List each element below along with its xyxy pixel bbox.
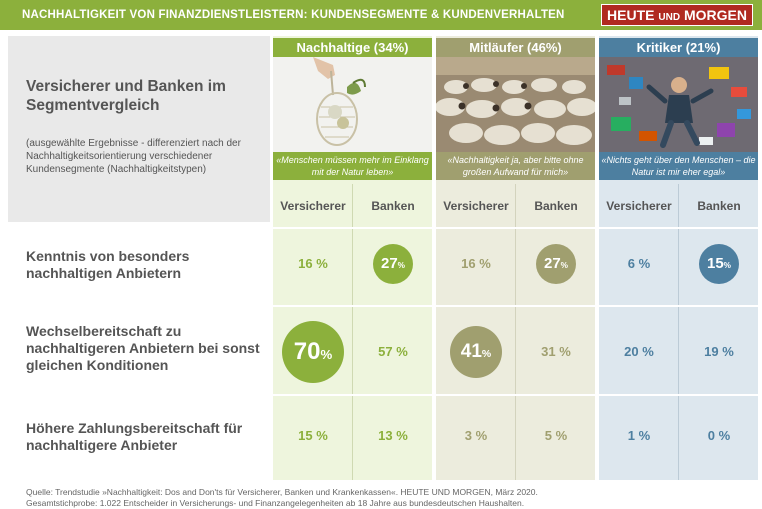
brand-word-und: UND — [658, 12, 681, 23]
brand-word-heute: HEUTE — [607, 7, 655, 23]
highlight-value-bubble: 15% — [699, 244, 739, 284]
value-label: 6 % — [627, 256, 651, 271]
value-unit: % — [320, 347, 333, 362]
column-divider — [678, 184, 679, 480]
segment-quote-mitlaeufer: «Nachhaltigkeit ja, aber bitte ohne groß… — [436, 152, 595, 180]
value-label: 1 % — [627, 428, 651, 443]
value-label: 57 % — [378, 344, 408, 359]
value-label: 31 % — [541, 344, 571, 359]
row-label-kenntnis: Kenntnis von besonders nachhaltigen Anbi… — [26, 248, 190, 281]
value-label: 13 % — [378, 428, 408, 443]
row-separator — [8, 394, 758, 396]
subcolumn-header-versicherer: Versicherer — [443, 199, 509, 213]
page-title: NACHHALTIGKEIT VON FINANZDIENSTLEISTERN:… — [22, 9, 565, 21]
value-number: 27 — [543, 255, 561, 272]
value-number: 27 — [380, 255, 398, 272]
waste-pile-photo — [599, 57, 758, 152]
row-label-zahlungsbereitschaft: Höhere Zahlungsbereitschaft für nachhalt… — [26, 420, 243, 453]
column-divider — [515, 184, 516, 480]
brand-logo: HEUTE UND MORGEN — [601, 4, 753, 26]
segment-header-nachhaltige: Nachhaltige (34%) — [273, 38, 432, 57]
value-label: 3 % — [464, 428, 488, 443]
subcolumn-header-banken: Banken — [534, 199, 578, 213]
value-label: 20 % — [624, 344, 654, 359]
value-unit: % — [560, 261, 569, 270]
segment-quote-kritiker: «Nichts geht über den Menschen – die Nat… — [599, 152, 758, 180]
value-unit: % — [397, 261, 406, 270]
brand-word-morgen: MORGEN — [683, 7, 747, 23]
row-label-wechselbereitschaft: Wechselbereitschaft zu nachhaltigeren An… — [26, 323, 260, 373]
value-label: 0 % — [707, 428, 731, 443]
mesh-bag-photo — [273, 57, 432, 152]
source-line: Quelle: Trendstudie »Nachhaltigkeit: Dos… — [26, 487, 538, 497]
value-number: 70 — [293, 338, 321, 365]
value-label: 15 % — [298, 428, 328, 443]
segment-quote-nachhaltige: «Menschen müssen mehr im Einklang mit de… — [273, 152, 432, 180]
highlight-value-bubble: 70% — [282, 321, 344, 383]
highlight-value-bubble: 27% — [536, 244, 576, 284]
highlight-value-bubble: 27% — [373, 244, 413, 284]
segment-header-mitlaeufer: Mitläufer (46%) — [436, 38, 595, 57]
row-separator — [8, 305, 758, 307]
intro-panel — [8, 36, 270, 222]
row-separator — [8, 227, 758, 229]
sheep-herd-photo — [436, 57, 595, 152]
subcolumn-header-versicherer: Versicherer — [606, 199, 672, 213]
value-label: 5 % — [544, 428, 568, 443]
value-label: 16 % — [298, 256, 328, 271]
segment-header-kritiker: Kritiker (21%) — [599, 38, 758, 57]
value-number: 41 — [460, 341, 482, 362]
subcolumn-header-banken: Banken — [697, 199, 741, 213]
highlight-value-bubble: 41% — [450, 326, 502, 378]
subcolumn-header-banken: Banken — [371, 199, 415, 213]
source-note: Quelle: Trendstudie »Nachhaltigkeit: Dos… — [26, 487, 746, 509]
intro-subheading: (ausgewählte Ergebnisse - differenziert … — [26, 138, 241, 175]
sample-line: Gesamtstichprobe: 1.022 Entscheider in V… — [26, 498, 525, 508]
column-divider — [352, 184, 353, 480]
value-unit: % — [723, 261, 732, 270]
subcolumn-header-versicherer: Versicherer — [280, 199, 346, 213]
value-label: 19 % — [704, 344, 734, 359]
intro-heading: Versicherer und Banken im Segmentverglei… — [26, 78, 226, 114]
value-unit: % — [481, 349, 492, 360]
value-number: 15 — [706, 255, 724, 272]
value-label: 16 % — [461, 256, 491, 271]
